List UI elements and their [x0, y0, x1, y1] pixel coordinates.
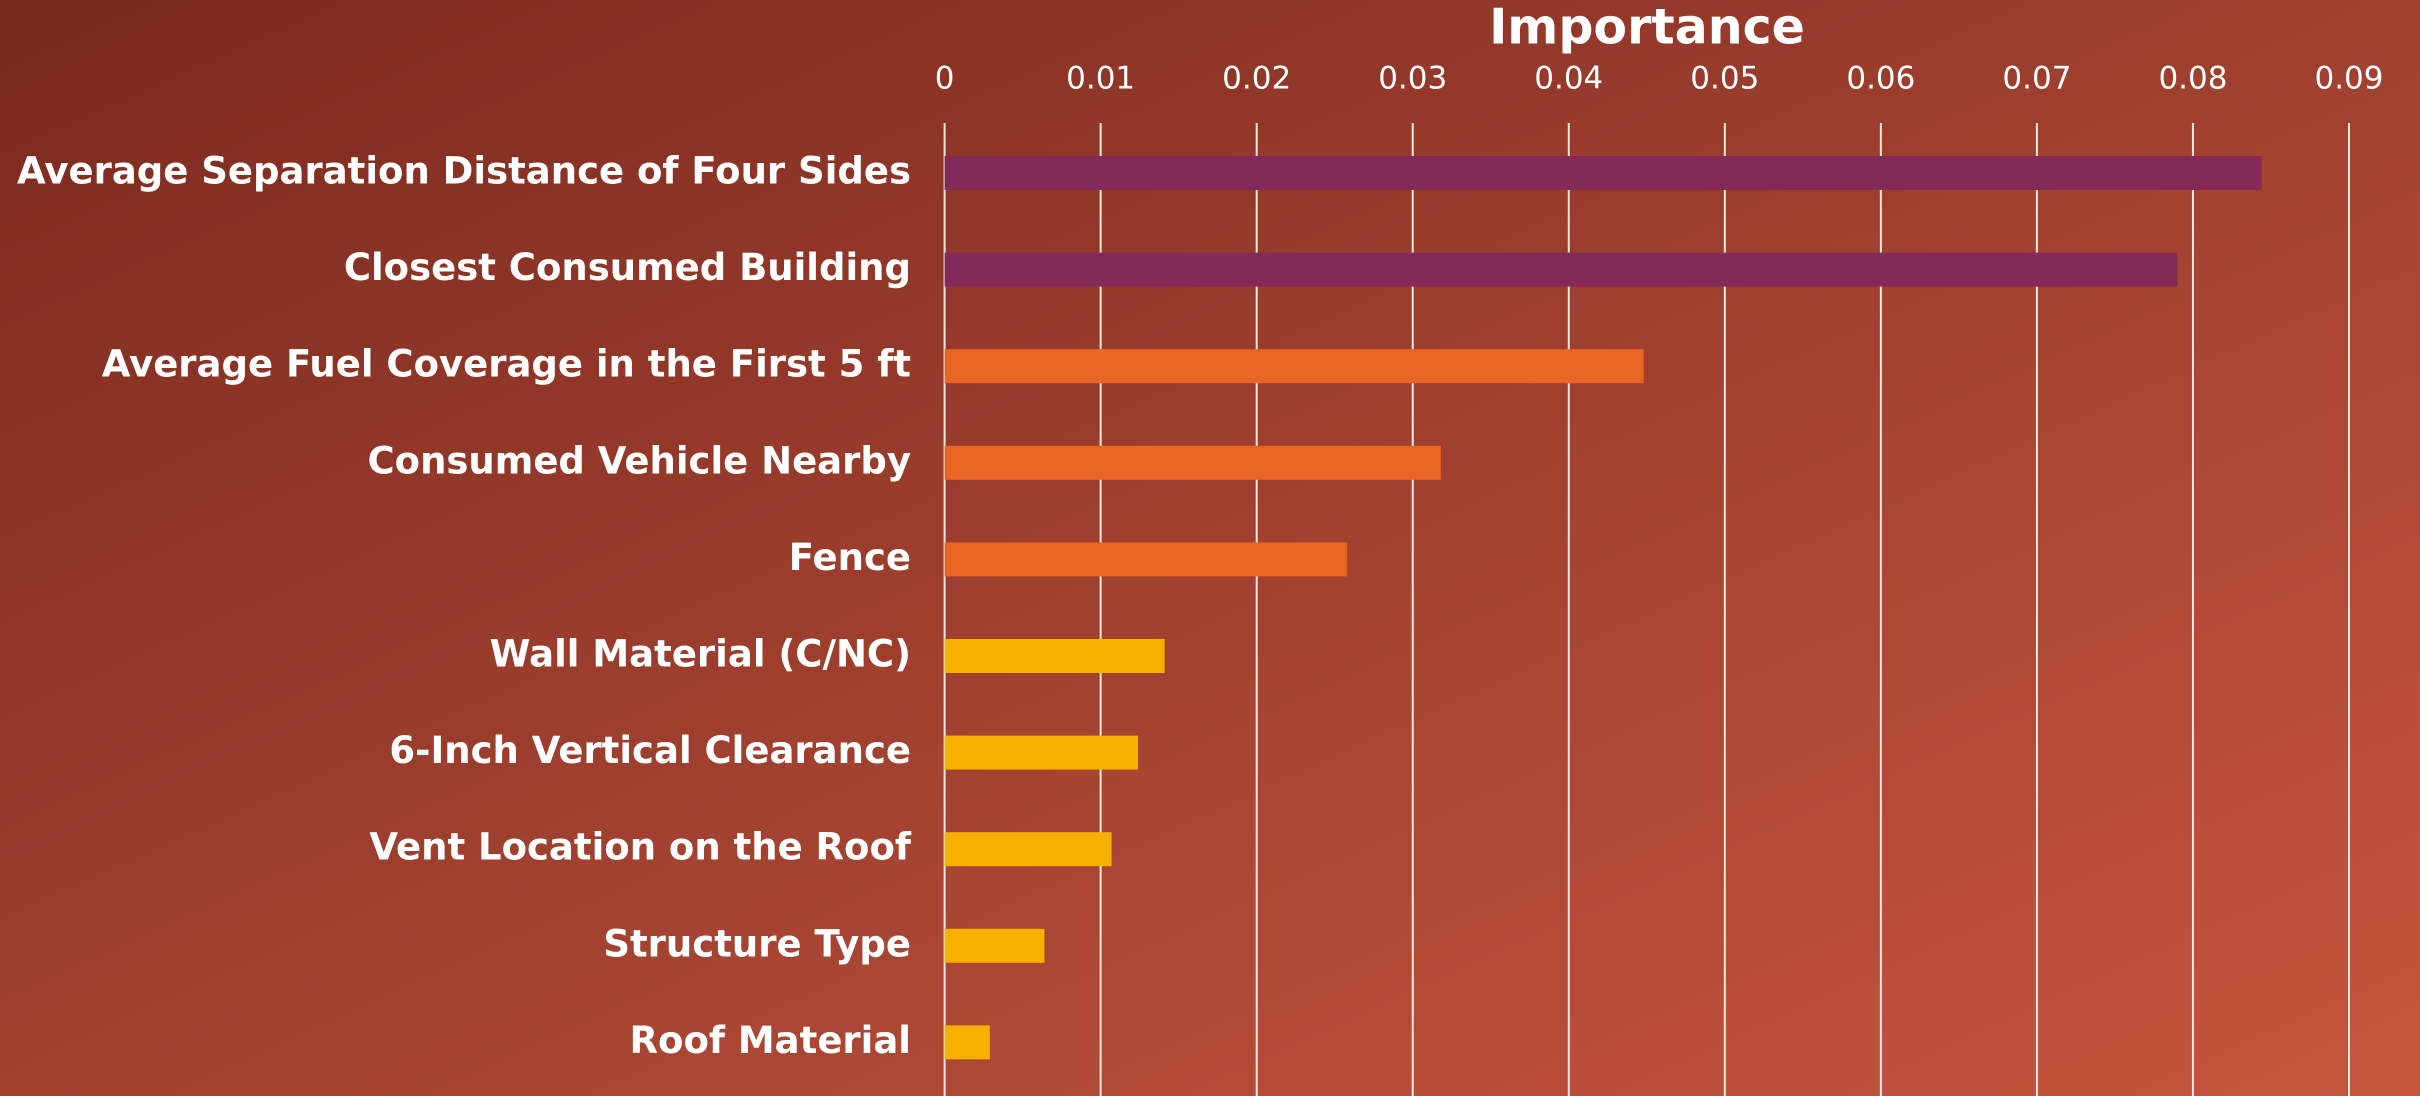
x-tick-label: 0.08: [2158, 61, 2227, 97]
bar: [944, 735, 1139, 770]
bar: [944, 445, 1441, 480]
bar: [944, 252, 2178, 287]
x-tick-label: 0.07: [2002, 61, 2071, 97]
y-tick-label: Vent Location on the Roof: [369, 826, 911, 869]
y-tick-label: Structure Type: [603, 922, 911, 965]
y-tick-label: Average Separation Distance of Four Side…: [17, 150, 911, 193]
y-tick-label: Closest Consumed Building: [344, 246, 911, 289]
x-tick-label: 0.04: [1534, 61, 1603, 97]
y-tick-label: Average Fuel Coverage in the First 5 ft: [102, 343, 911, 386]
bar: [944, 639, 1165, 673]
y-tick-label: 6-Inch Vertical Clearance: [389, 729, 911, 772]
y-tick-label: Fence: [789, 536, 911, 579]
y-tick-label: Wall Material (C/NC): [490, 633, 911, 676]
x-tick-label: 0.03: [1378, 61, 1447, 97]
bar: [944, 349, 1644, 384]
bar: [944, 542, 1348, 577]
x-tick-label: 0.01: [1066, 61, 1135, 97]
bar: [944, 1025, 990, 1060]
chart-title: Importance: [1489, 0, 1805, 56]
bar: [944, 156, 2262, 190]
y-tick-label: Roof Material: [630, 1019, 911, 1062]
x-tick-label: 0: [935, 61, 955, 97]
y-tick-label: Consumed Vehicle Nearby: [368, 439, 912, 482]
x-tick-label: 0.02: [1222, 61, 1291, 97]
bar: [944, 832, 1112, 867]
bar: [944, 928, 1045, 963]
x-tick-label: 0.09: [2314, 61, 2383, 97]
x-tick-label: 0.06: [1846, 61, 1915, 97]
x-tick-label: 0.05: [1690, 61, 1759, 97]
